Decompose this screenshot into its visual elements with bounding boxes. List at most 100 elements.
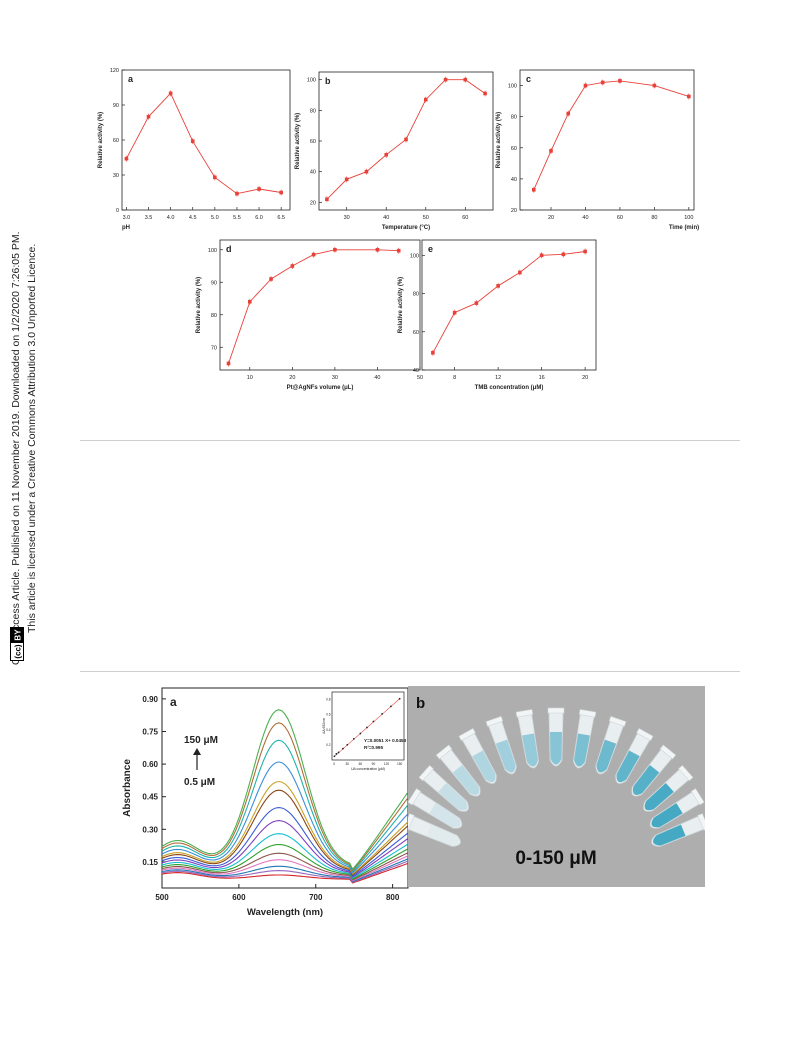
x-tick-label: 30 — [332, 375, 338, 381]
inset-data-point — [333, 755, 336, 758]
data-point — [279, 190, 283, 195]
y-axis-label: Relative activity (%) — [98, 112, 104, 168]
series-line — [126, 92, 282, 195]
x-tick-label: 60 — [617, 215, 623, 221]
spectrum-curve — [161, 843, 409, 880]
data-point — [566, 111, 571, 116]
tube-body — [438, 748, 481, 797]
tube — [649, 788, 705, 829]
inset-x-tick-label: 120 — [384, 762, 390, 766]
x-tick-label: 5.5 — [233, 215, 241, 221]
x-tick-label: 3.5 — [145, 215, 153, 221]
data-point — [190, 139, 195, 143]
inset-data-point — [342, 747, 344, 750]
divider-top — [80, 440, 740, 441]
data-point — [549, 149, 553, 153]
x-tick-label: 800 — [386, 893, 400, 902]
data-point — [518, 270, 522, 275]
panel-frame — [519, 69, 695, 211]
tube-body — [487, 719, 517, 775]
x-tick-label: 700 — [309, 893, 323, 902]
tube — [458, 728, 497, 784]
panel-b-letter: b — [416, 695, 425, 712]
data-point — [583, 83, 588, 88]
y-axis-label: Relative activity (%) — [295, 113, 301, 169]
license-sidebar: Open Access Article. Published on 11 Nov… — [6, 195, 42, 665]
y-axis-label: Relative activity (%) — [496, 112, 502, 168]
spectrum-curve — [161, 709, 409, 871]
x-tick-label: 10 — [247, 375, 253, 381]
concentration-high-label: 150 μM — [184, 735, 218, 746]
data-point — [396, 248, 401, 253]
y-tick-label: 20 — [310, 200, 316, 206]
tube — [435, 744, 481, 797]
panel-frame — [219, 239, 421, 371]
x-tick-label: 8 — [453, 375, 456, 381]
spectrum-curve — [161, 761, 409, 874]
y-tick-label: 40 — [511, 177, 517, 183]
tube-solution — [495, 739, 516, 773]
series-line — [432, 251, 586, 354]
tube — [485, 715, 517, 775]
tube-solution — [574, 733, 590, 767]
data-point — [325, 197, 329, 202]
data-point — [364, 169, 369, 174]
y-tick-label: 70 — [211, 345, 217, 351]
data-point — [496, 284, 500, 288]
tube-solution — [438, 782, 468, 811]
data-point — [124, 156, 129, 161]
data-point — [583, 249, 587, 254]
panel-frame — [121, 69, 291, 211]
x-tick-label: 6.0 — [255, 215, 263, 221]
inset-frame — [331, 691, 405, 761]
data-point — [463, 77, 468, 82]
spectrum-curve — [161, 722, 409, 872]
data-point — [290, 264, 295, 268]
y-tick-label: 0.90 — [142, 695, 158, 704]
y-tick-label: 20 — [511, 208, 517, 214]
data-point — [423, 97, 428, 102]
inset-data-point — [366, 726, 368, 729]
data-point — [235, 191, 239, 196]
cc-by-badge[interactable]: (cc) BY — [10, 627, 24, 661]
tube-solution — [550, 732, 562, 765]
y-tick-label: 60 — [113, 138, 119, 144]
data-point — [146, 114, 151, 119]
spectrum-curve — [161, 855, 409, 882]
tube-solution — [632, 765, 660, 795]
y-axis-label: Absorbance — [122, 759, 133, 817]
inset-x-tick-label: 30 — [345, 762, 349, 766]
tube-body — [461, 731, 497, 784]
inset-x-tick-label: 150 — [397, 762, 403, 766]
tube-solution — [426, 824, 459, 846]
x-tick-label: 12 — [495, 375, 501, 381]
cc-badge-right: BY — [14, 629, 23, 641]
tube-body — [422, 768, 469, 812]
tube-solution — [452, 765, 480, 795]
spectrum-curve — [161, 807, 409, 877]
y-tick-label: 0.45 — [142, 793, 158, 802]
inset-x-tick-label: 60 — [359, 762, 363, 766]
data-point — [618, 79, 622, 83]
data-point — [269, 277, 273, 281]
data-point — [384, 153, 389, 157]
data-point — [652, 83, 657, 88]
x-tick-label: 50 — [423, 215, 429, 221]
inset-data-point — [359, 732, 362, 735]
x-tick-label: 3.0 — [123, 215, 131, 221]
inset-data-point — [372, 720, 375, 723]
tube — [407, 788, 463, 829]
y-tick-label: 40 — [310, 170, 316, 176]
tube-cap — [407, 788, 422, 806]
tube-solution — [596, 739, 617, 773]
data-point — [247, 299, 252, 304]
panel-c: 20 40 60 80 100 20 40 60 80 100 c Time (min) Relativ… — [496, 69, 699, 231]
x-axis-label: Time (min) — [669, 225, 699, 231]
inset-x-tick-label: 90 — [372, 762, 376, 766]
y-tick-label: 100 — [508, 84, 517, 90]
inset-data-point — [390, 705, 392, 708]
data-point — [561, 252, 566, 257]
tube — [572, 709, 597, 769]
data-point — [257, 187, 261, 191]
panel-frame — [421, 239, 597, 371]
